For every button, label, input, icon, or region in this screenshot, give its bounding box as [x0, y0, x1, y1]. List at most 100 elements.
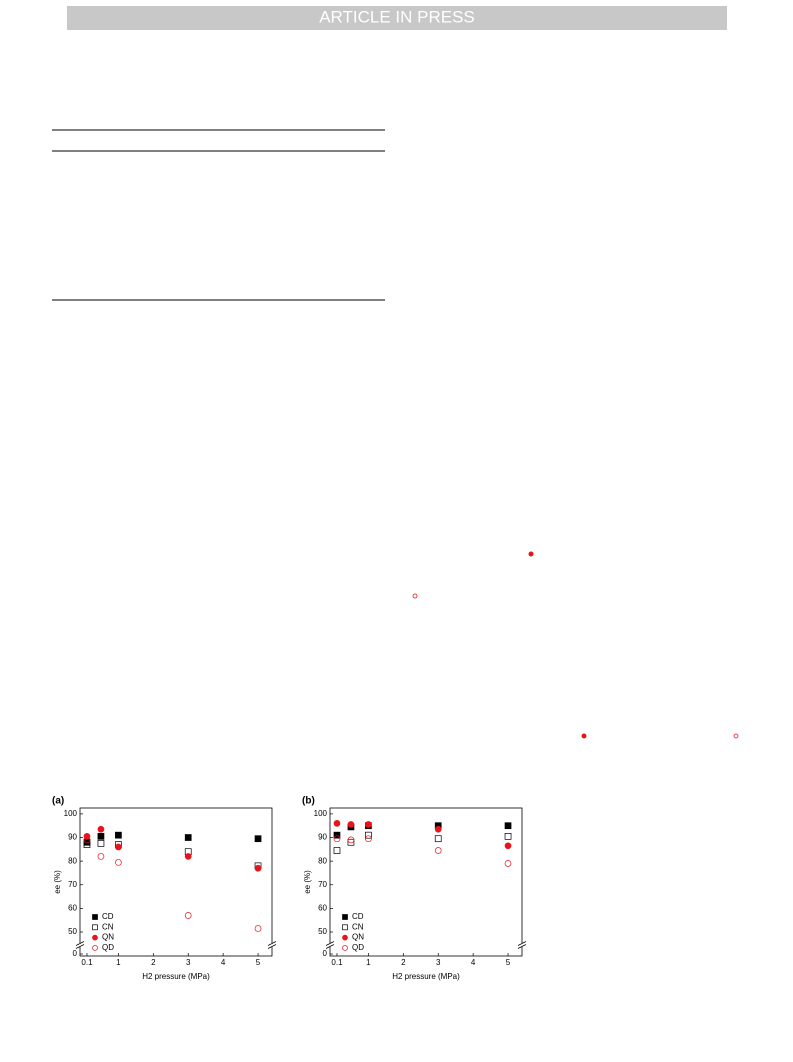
marker	[333, 820, 341, 827]
x-tick-label: 2	[401, 958, 406, 967]
marker	[83, 832, 91, 840]
y-tick-label: 70	[68, 880, 77, 889]
inline-symbol	[412, 593, 418, 599]
marker	[365, 831, 372, 839]
marker	[254, 835, 262, 843]
axis-break	[325, 941, 335, 946]
axis-break	[267, 941, 277, 946]
y-tick-label: 90	[68, 833, 77, 842]
axis-break-gap	[518, 943, 526, 947]
legend-label: CN	[102, 922, 114, 931]
x-tick-label: 0.1	[81, 958, 93, 967]
x-tick-label: 2	[151, 958, 156, 967]
x-axis-label: H2 pressure (MPa)	[142, 972, 210, 981]
y-tick-label: 80	[68, 856, 77, 865]
plot-frame	[79, 807, 273, 957]
header-title: ARTICLE IN PRESS	[319, 7, 475, 26]
axis-break	[325, 944, 335, 949]
y-tick-label: 50	[68, 927, 77, 936]
marker	[115, 831, 122, 839]
legend-label: CN	[352, 922, 364, 931]
legend-label: QN	[352, 933, 364, 942]
inline-symbol	[528, 551, 534, 557]
marker	[115, 858, 122, 866]
legend-marker	[342, 934, 348, 941]
y-tick-label: 0	[73, 949, 78, 958]
axis-break	[267, 944, 277, 949]
marker	[434, 825, 442, 833]
axis-break	[517, 941, 527, 946]
marker	[504, 822, 512, 830]
legend-label: CD	[102, 912, 114, 921]
marker	[184, 834, 192, 841]
legend-marker	[342, 945, 348, 951]
panel-label: (b)	[302, 796, 315, 807]
axis-break	[75, 944, 85, 949]
marker	[504, 860, 512, 867]
marker	[333, 831, 341, 839]
marker	[365, 835, 372, 843]
legend-label: QN	[102, 933, 114, 942]
plot-frame	[329, 807, 523, 957]
marker	[504, 842, 512, 850]
axis-break	[75, 941, 85, 946]
inline-symbol	[581, 733, 587, 739]
legend-marker	[342, 914, 348, 920]
x-tick-label: 3	[186, 958, 191, 967]
inline-symbol	[733, 733, 739, 739]
y-tick-label: 0	[323, 949, 328, 958]
marker	[97, 832, 105, 840]
marker	[83, 841, 91, 848]
x-tick-label: 5	[506, 958, 511, 967]
marker	[504, 832, 512, 840]
y-tick-label: 60	[68, 903, 77, 912]
marker	[434, 847, 442, 854]
y-tick-label: 100	[314, 809, 328, 818]
axis-break-gap	[326, 943, 334, 947]
y-tick-label: 70	[318, 880, 327, 889]
legend-label: QD	[352, 943, 364, 952]
y-tick-label: 100	[64, 809, 78, 818]
marker	[365, 821, 372, 828]
y-tick-label: 90	[318, 833, 327, 842]
marker	[97, 825, 105, 833]
y-axis-label: ee (%)	[303, 870, 312, 894]
header-band	[67, 6, 727, 30]
x-tick-label: 3	[436, 958, 441, 967]
x-tick-label: 4	[471, 958, 476, 967]
marker	[115, 843, 122, 851]
x-tick-label: 5	[256, 958, 261, 967]
marker	[184, 853, 192, 860]
marker	[434, 835, 442, 843]
x-tick-label: 1	[116, 958, 121, 967]
marker	[97, 840, 105, 847]
marker	[347, 838, 355, 846]
x-tick-label: 0.1	[331, 958, 343, 967]
legend-marker	[92, 924, 98, 931]
y-tick-label: 80	[318, 856, 327, 865]
marker	[83, 836, 91, 844]
marker	[347, 836, 355, 844]
marker	[254, 864, 262, 872]
marker	[333, 835, 341, 843]
marker	[347, 821, 355, 828]
axis-break	[517, 944, 527, 949]
marker	[254, 925, 262, 932]
marker	[184, 912, 192, 919]
axis-break-gap	[76, 943, 84, 947]
legend-marker	[92, 934, 98, 941]
marker	[97, 853, 105, 860]
x-tick-label: 4	[221, 958, 226, 967]
legend-marker	[92, 914, 98, 920]
x-tick-label: 1	[366, 958, 371, 967]
legend-label: CD	[352, 912, 364, 921]
legend-label: QD	[102, 943, 114, 952]
legend-marker	[92, 945, 98, 951]
legend-marker	[342, 924, 348, 931]
y-tick-label: 50	[318, 927, 327, 936]
x-axis-label: H2 pressure (MPa)	[392, 972, 460, 981]
y-tick-label: 60	[318, 903, 327, 912]
y-axis-label: ee (%)	[53, 870, 62, 894]
marker	[333, 847, 341, 854]
